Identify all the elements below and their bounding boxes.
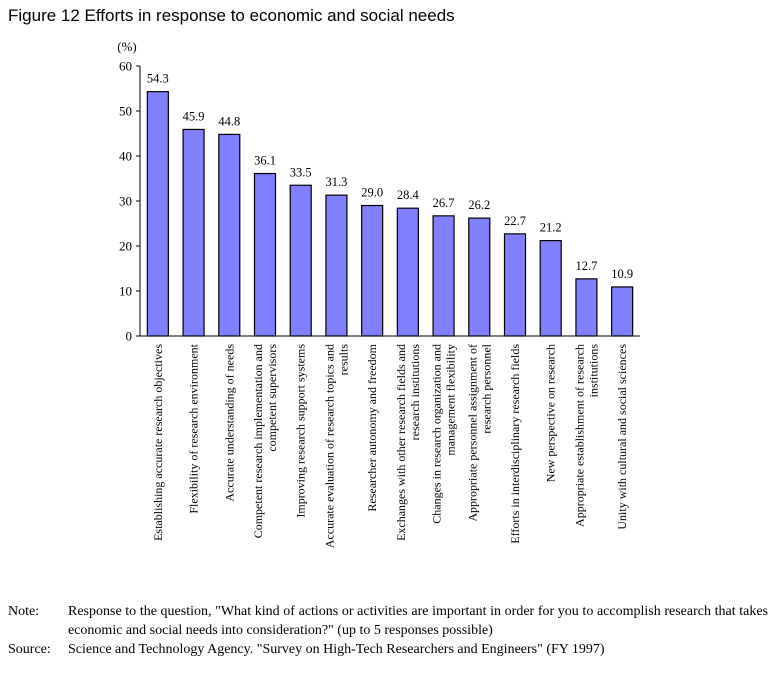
y-tick-label: 40	[119, 149, 132, 164]
chart-title: Figure 12 Efforts in response to economi…	[8, 6, 455, 25]
category-label: Appropriate personnel assignment of	[465, 344, 479, 522]
category-label: Improving research support systems	[294, 344, 308, 518]
chart-axes: 0 10 20 30 40 50 60	[119, 59, 640, 344]
bar	[611, 286, 634, 337]
note-row: Note: Response to the question, "What ki…	[8, 602, 768, 640]
bar-value-label: 36.1	[254, 154, 276, 168]
bar	[325, 194, 348, 337]
bar	[432, 215, 455, 337]
source-label: Source:	[8, 642, 51, 657]
bar-value-label: 28.4	[397, 188, 420, 202]
y-tick-label: 30	[119, 194, 132, 209]
bar-value-label: 44.8	[218, 114, 240, 128]
bar	[575, 278, 598, 337]
bar	[361, 204, 384, 337]
category-label: Accurate understanding of needs	[222, 344, 236, 502]
source-row: Source: Science and Technology Agency. "…	[8, 640, 768, 659]
bar	[539, 240, 562, 337]
bar-value-label: 54.3	[147, 72, 169, 86]
bar	[289, 184, 312, 337]
bar-value-label: 12.7	[575, 259, 597, 273]
category-label: management flexibility	[444, 344, 458, 456]
category-label: Appropriate establishment of research	[572, 344, 586, 527]
category-label: Changes in research organization and	[430, 344, 444, 524]
category-label: research personnel	[479, 343, 493, 433]
bar-value-label: 33.5	[290, 165, 312, 179]
category-label: Unity with cultural and social sciences	[615, 344, 629, 530]
bar-value-label: 26.7	[433, 196, 455, 210]
category-label: Accurate evaluation of research topics a…	[322, 344, 336, 548]
bar-chart: (%) 0 10 20 30 40 50 60 54.3 45.9 44.8 36.1 33.5 31…	[117, 39, 640, 548]
bars-group	[146, 91, 634, 337]
source-text: Science and Technology Agency. "Survey o…	[68, 642, 605, 657]
note-label: Note:	[8, 604, 40, 619]
bar-value-label: 21.2	[540, 221, 562, 235]
category-label: Efforts in interdisciplinary research fi…	[508, 344, 522, 544]
category-label: research institutions	[408, 344, 422, 441]
bar	[396, 207, 419, 337]
bar-value-label: 29.0	[361, 186, 383, 200]
bar	[468, 217, 491, 337]
category-label: Researcher autonomy and freedom	[365, 343, 379, 511]
category-label: Competent research implementation and	[251, 344, 265, 538]
value-labels-group: 54.3 45.9 44.8 36.1 33.5 31.3 29.0 28.4 26.7 26.2…	[147, 72, 633, 281]
category-label: New perspective on research	[544, 344, 558, 482]
bar-value-label: 31.3	[325, 175, 347, 189]
bar	[182, 128, 205, 337]
bar	[218, 133, 241, 337]
y-unit-label: (%)	[117, 39, 137, 54]
category-label: Exchanges with other research fields and	[394, 344, 408, 541]
y-tick-label: 0	[126, 329, 133, 344]
y-tick-label: 60	[119, 59, 132, 74]
y-tick-label: 50	[119, 104, 132, 119]
bar	[503, 233, 527, 337]
category-label: competent supervisors	[265, 344, 279, 452]
bar-value-label: 45.9	[183, 109, 205, 123]
y-tick-label: 10	[119, 284, 132, 299]
note-text: Response to the question, "What kind of …	[68, 604, 768, 638]
bar	[146, 91, 169, 337]
category-label: results	[336, 344, 350, 376]
y-tick-label: 20	[119, 239, 132, 254]
bar-value-label: 26.2	[468, 198, 490, 212]
bar-value-label: 22.7	[504, 214, 526, 228]
bar	[253, 172, 277, 337]
category-label: Establishing accurate research objective…	[151, 344, 165, 541]
bar-value-label: 10.9	[611, 267, 633, 281]
category-labels-group: Establishing accurate research objective…	[151, 343, 629, 548]
notes-block: Note: Response to the question, "What ki…	[8, 602, 768, 659]
category-label: institutions	[586, 344, 600, 398]
category-label: Flexibility of research environment	[187, 343, 201, 513]
